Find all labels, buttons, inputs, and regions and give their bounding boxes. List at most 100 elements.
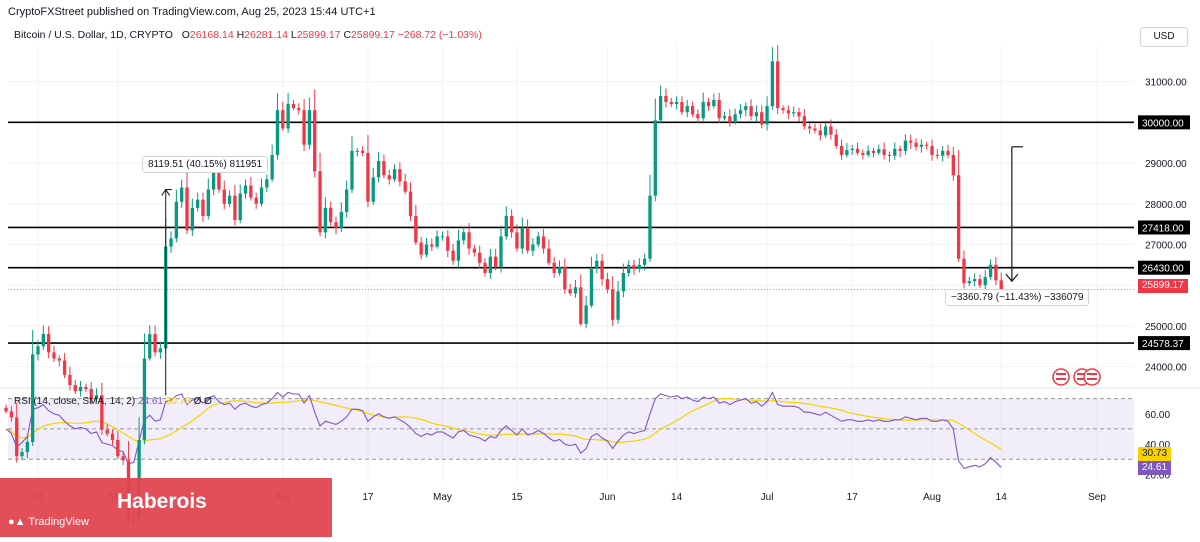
price-tick-label: 27000.00 xyxy=(1145,241,1187,252)
candle-body xyxy=(536,236,540,245)
candle-body xyxy=(834,134,838,146)
candle-body xyxy=(424,244,429,255)
candle-body xyxy=(345,189,349,212)
candle-body xyxy=(73,384,77,392)
candle-body xyxy=(350,150,354,190)
candle-body xyxy=(712,99,716,107)
candle-body xyxy=(435,236,439,247)
candle-body xyxy=(62,360,67,375)
candle-body xyxy=(807,126,812,129)
candle-body xyxy=(297,108,301,111)
candle-body xyxy=(392,169,397,180)
grid xyxy=(0,45,1200,482)
price-tick-label: 29000.00 xyxy=(1145,159,1187,170)
measure-tools xyxy=(161,146,1023,396)
candle-body xyxy=(41,334,45,347)
candle-body xyxy=(728,116,732,123)
time-tick-label: May xyxy=(433,492,452,503)
candle-body xyxy=(978,279,982,286)
candle-body xyxy=(440,236,445,238)
candle-body xyxy=(408,191,413,216)
candle-body xyxy=(100,395,104,430)
candle-body xyxy=(217,169,221,190)
candle-body xyxy=(9,411,14,418)
candle-body xyxy=(355,150,359,152)
candle-body xyxy=(472,248,477,253)
candle-body xyxy=(339,211,343,229)
candle-body xyxy=(690,106,695,115)
candle-body xyxy=(706,102,711,107)
candle-body xyxy=(685,106,689,113)
candle-body xyxy=(983,277,987,286)
candle-body xyxy=(249,185,253,198)
candle-body xyxy=(25,441,30,453)
candle-body xyxy=(605,279,610,290)
candle-body xyxy=(648,195,652,259)
rsi-legend-extra: Ø Ø xyxy=(193,396,212,407)
candle-body xyxy=(669,102,673,105)
rsi-legend: RSI (14, close, SMA, 14, 2) 24.61 30.73 … xyxy=(14,396,212,407)
candle-body xyxy=(898,148,902,151)
last-price-tag: 25899.17 xyxy=(1138,279,1188,293)
candle-body xyxy=(568,289,572,294)
candle-body xyxy=(195,199,200,208)
candle-body xyxy=(871,150,876,153)
candle-body xyxy=(488,256,492,273)
candle-body xyxy=(243,185,248,194)
candle-body xyxy=(313,110,317,172)
tradingview-logo[interactable]: ●▲ TradingView xyxy=(8,516,89,528)
candle-body xyxy=(531,244,535,251)
candle-body xyxy=(291,104,296,109)
candle-body xyxy=(478,252,482,263)
candle-body xyxy=(956,175,961,259)
currency-button[interactable]: USD xyxy=(1140,27,1188,47)
high-label: H xyxy=(236,29,245,41)
level-tag-bg xyxy=(1138,336,1190,351)
candle-body xyxy=(57,358,61,361)
candle-body xyxy=(893,148,897,156)
candle-body xyxy=(643,258,647,265)
candle-body xyxy=(323,207,328,233)
candle-body xyxy=(371,177,375,202)
candle-body xyxy=(563,266,567,290)
candle-body xyxy=(467,232,471,249)
candle-body xyxy=(749,106,753,117)
close-label: C xyxy=(343,29,352,41)
candle-body xyxy=(696,114,700,119)
candle-body xyxy=(866,150,870,155)
candle-body xyxy=(579,287,583,324)
candle-body xyxy=(148,334,152,359)
price-axis: 24000.0025000.0026000.0027000.0028000.00… xyxy=(1138,78,1190,481)
candle-body xyxy=(302,110,306,145)
time-tick-label: 17 xyxy=(362,492,374,503)
candle-body xyxy=(903,140,908,151)
price-tick-label: 31000.00 xyxy=(1145,78,1187,89)
candle-body xyxy=(722,116,727,119)
chart-svg[interactable]: 24000.0025000.0026000.0027000.0028000.00… xyxy=(0,22,1200,537)
candle-body xyxy=(504,216,508,237)
candle-body xyxy=(387,175,391,180)
candle-body xyxy=(509,216,514,233)
candle-body xyxy=(376,161,381,178)
candle-body xyxy=(31,354,35,442)
level-tag-text: 26430.00 xyxy=(1142,264,1184,275)
candle-body xyxy=(121,456,125,461)
candle-body xyxy=(674,102,679,105)
rsi-legend-value: 24.61 xyxy=(137,396,163,407)
time-tick-label: 17 xyxy=(847,492,859,503)
candle-body xyxy=(174,201,179,239)
price-tick-label: 28000.00 xyxy=(1145,200,1187,211)
candle-body xyxy=(765,106,769,125)
candle-body xyxy=(20,452,24,457)
candle-body xyxy=(744,106,748,111)
event-icons xyxy=(1052,368,1101,386)
candle-body xyxy=(584,305,588,324)
candle-body xyxy=(419,242,423,255)
candle-body xyxy=(451,250,455,261)
open-label: O xyxy=(181,29,190,41)
horizontal-levels xyxy=(8,121,1134,344)
low-value: 25899.17 xyxy=(296,29,341,41)
candle-body xyxy=(4,407,8,412)
candle-body xyxy=(15,417,19,457)
chart-frame[interactable]: 24000.0025000.0026000.0027000.0028000.00… xyxy=(0,22,1200,537)
